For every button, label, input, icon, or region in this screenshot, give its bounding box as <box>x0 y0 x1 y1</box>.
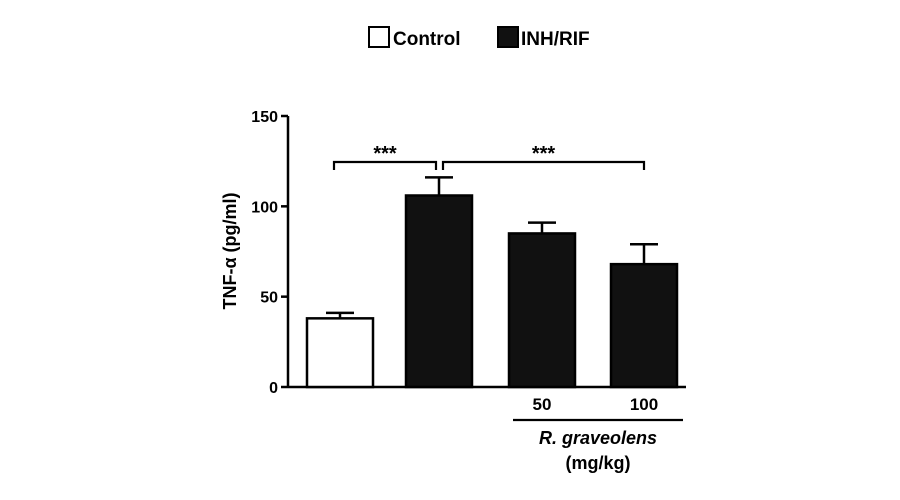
legend-swatch-1 <box>497 26 519 48</box>
dose-group-unit: (mg/kg) <box>566 453 631 473</box>
significance-bracket-0 <box>332 160 438 170</box>
bar-3 <box>609 262 679 389</box>
bar-2 <box>507 232 577 389</box>
dose-group-label: R. graveolens <box>539 428 657 448</box>
bars <box>305 176 679 389</box>
legend-label-0: Control <box>393 29 461 50</box>
y-tick-label-0: 0 <box>269 380 278 397</box>
y-tick-label-1: 50 <box>260 290 278 307</box>
bar-1 <box>404 194 474 389</box>
significance-bracket-1 <box>441 160 646 170</box>
bar-0 <box>305 317 375 389</box>
x-axis-labels: 50 100 R. graveolens (mg/kg) <box>513 395 683 473</box>
y-tick-label-3: 150 <box>251 109 278 126</box>
legend: Control INH/RIF <box>368 26 590 50</box>
significance-label-1: *** <box>532 143 556 165</box>
legend-swatch-0 <box>368 26 390 48</box>
significance-label-0: *** <box>373 143 397 165</box>
legend-label-1: INH/RIF <box>521 29 590 50</box>
y-axis-label: TNF-α (pg/ml) <box>220 192 240 309</box>
significance-brackets: *** *** <box>332 143 646 170</box>
y-tick-label-2: 100 <box>251 199 278 216</box>
x-tick-label-2: 50 <box>533 395 552 414</box>
x-tick-label-3: 100 <box>630 395 658 414</box>
